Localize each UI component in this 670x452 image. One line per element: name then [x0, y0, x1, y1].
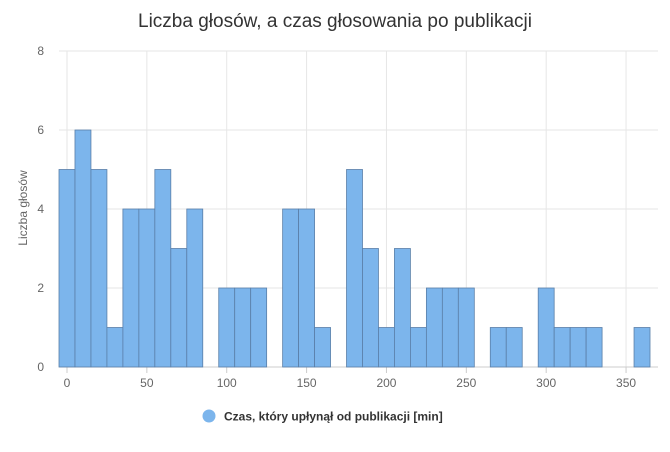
- histogram-bar[interactable]: [250, 287, 268, 368]
- x-tick-label: 200: [376, 376, 396, 390]
- histogram-bar[interactable]: [58, 169, 76, 368]
- bar-series[interactable]: [58, 129, 651, 368]
- chart-title: Liczba głosów, a czas głosowania po publ…: [138, 11, 532, 32]
- histogram-bar[interactable]: [505, 327, 523, 368]
- y-tick-label: 2: [37, 281, 44, 295]
- y-tick-label: 4: [37, 202, 44, 216]
- x-tick-label: 50: [140, 376, 154, 390]
- histogram-bar[interactable]: [537, 287, 555, 368]
- histogram-bar[interactable]: [410, 327, 427, 368]
- histogram-bar[interactable]: [234, 287, 252, 368]
- y-axis-label: Liczba głosów: [16, 170, 30, 246]
- histogram-bar[interactable]: [122, 208, 140, 368]
- histogram-bar[interactable]: [633, 327, 651, 368]
- histogram-bar[interactable]: [154, 169, 172, 368]
- histogram-bar[interactable]: [74, 129, 92, 368]
- histogram-bar[interactable]: [362, 248, 379, 368]
- histogram-bar[interactable]: [378, 327, 395, 368]
- histogram-bar[interactable]: [585, 327, 603, 368]
- histogram-bar[interactable]: [298, 208, 315, 368]
- x-tick-label: 150: [297, 376, 317, 390]
- x-tick-label: 0: [64, 376, 71, 390]
- y-tick-label: 0: [37, 360, 44, 374]
- histogram-bar[interactable]: [90, 169, 108, 368]
- histogram-bar[interactable]: [346, 169, 363, 368]
- x-tick-label: 250: [456, 376, 476, 390]
- histogram-bar[interactable]: [553, 327, 571, 368]
- histogram-bar[interactable]: [314, 327, 331, 368]
- histogram-bar[interactable]: [569, 327, 587, 368]
- y-tick-label: 6: [37, 123, 44, 137]
- histogram-bar[interactable]: [218, 287, 236, 368]
- histogram-bar[interactable]: [106, 327, 124, 368]
- histogram-bar[interactable]: [457, 287, 475, 368]
- legend-label[interactable]: Czas, który upłynął od publikacji [min]: [224, 410, 443, 424]
- histogram-bar[interactable]: [425, 287, 443, 368]
- y-tick-label: 8: [37, 44, 44, 58]
- histogram-bar[interactable]: [441, 287, 459, 368]
- x-tick-label: 100: [217, 376, 237, 390]
- legend-marker-icon[interactable]: [202, 409, 216, 423]
- histogram-bar[interactable]: [186, 208, 204, 368]
- histogram-bar[interactable]: [489, 327, 507, 368]
- legend[interactable]: Czas, który upłynął od publikacji [min]: [202, 409, 443, 424]
- x-axis-ticks: 0 50 100 150 200 250 300 350: [64, 376, 637, 390]
- histogram-bar[interactable]: [138, 208, 156, 368]
- x-tick-label: 300: [536, 376, 556, 390]
- histogram-bar[interactable]: [170, 248, 188, 368]
- y-axis-ticks: 0 2 4 6 8: [37, 44, 44, 374]
- histogram-bar[interactable]: [282, 208, 300, 368]
- histogram-bar[interactable]: [394, 248, 411, 368]
- x-tick-label: 350: [616, 376, 636, 390]
